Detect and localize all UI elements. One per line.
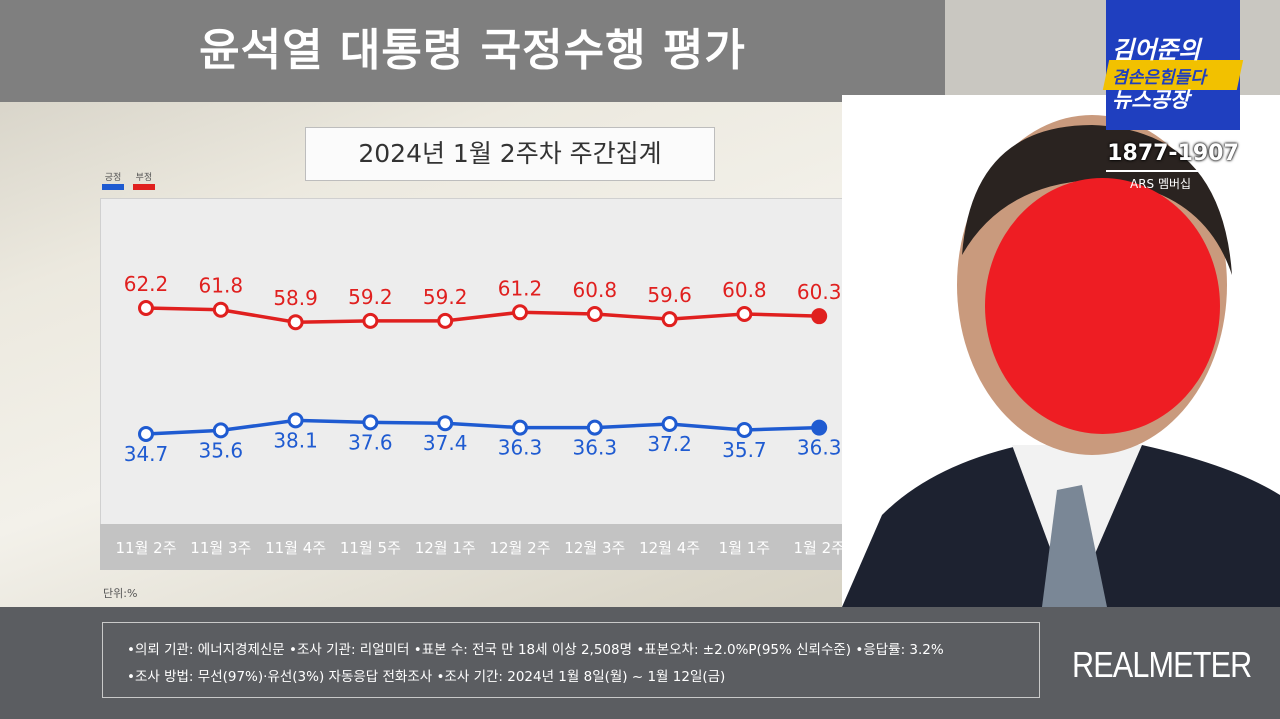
legend-label-negative: 부정 bbox=[135, 173, 153, 183]
data-label: 60.3 bbox=[797, 280, 842, 304]
x-tick-label: 11월 4주 bbox=[265, 539, 326, 557]
legend: 긍정 부정 bbox=[102, 170, 161, 190]
data-point bbox=[736, 422, 753, 438]
data-point bbox=[512, 419, 528, 436]
data-label: 59.6 bbox=[647, 283, 692, 307]
x-tick-label: 12월 2주 bbox=[490, 539, 551, 557]
data-point bbox=[287, 314, 304, 331]
data-label: 60.8 bbox=[722, 278, 767, 302]
data-point bbox=[212, 301, 229, 318]
data-label: 37.2 bbox=[647, 432, 692, 456]
data-point bbox=[138, 426, 154, 442]
series-line-negative bbox=[145, 306, 820, 324]
notes-line1: •의뢰 기관: 에너지경제신문 •조사 기관: 리얼미터 •표본 수: 전국 만… bbox=[127, 642, 944, 658]
data-point bbox=[811, 419, 828, 436]
logo-line3: 뉴스공장 bbox=[1112, 88, 1190, 112]
data-label: 35.7 bbox=[722, 438, 767, 462]
footer bbox=[0, 607, 1280, 719]
x-tick-label: 11월 3주 bbox=[190, 539, 251, 557]
data-label: 36.3 bbox=[498, 436, 543, 460]
data-label: 61.2 bbox=[498, 276, 543, 300]
face-mask bbox=[985, 178, 1220, 434]
survey-notes: •의뢰 기관: 에너지경제신문 •조사 기관: 리얼미터 •표본 수: 전국 만… bbox=[102, 622, 1040, 698]
data-point bbox=[362, 414, 379, 431]
legend-swatch-positive bbox=[102, 184, 124, 190]
x-axis-band bbox=[100, 524, 942, 570]
legend-item-negative: 부정 bbox=[132, 170, 155, 190]
data-label: 58.9 bbox=[273, 286, 318, 310]
data-label: 36.3 bbox=[573, 436, 618, 460]
legend-item-positive: 긍정 bbox=[102, 170, 124, 190]
legend-label-positive: 긍정 bbox=[104, 173, 122, 183]
data-label: 59.2 bbox=[348, 285, 393, 309]
series-line-positive bbox=[145, 418, 820, 436]
notes-line2: •조사 방법: 무선(97%)·유선(3%) 자동응답 전화조사 •조사 기간:… bbox=[127, 669, 726, 685]
data-label: 62.2 bbox=[124, 272, 169, 296]
data-point bbox=[586, 306, 603, 323]
title-bar: 윤석열 대통령 국정수행 평가 bbox=[0, 0, 945, 102]
legend-swatch-negative bbox=[132, 184, 155, 190]
data-label: 37.4 bbox=[423, 431, 468, 455]
data-point bbox=[138, 300, 154, 316]
x-tick-label: 11월 2주 bbox=[116, 539, 177, 557]
data-label: 60.8 bbox=[573, 278, 618, 302]
data-point bbox=[512, 304, 528, 321]
data-point bbox=[586, 419, 603, 436]
data-point bbox=[437, 312, 454, 329]
ars-label: ARS 멤버십 bbox=[1130, 177, 1192, 191]
data-point bbox=[287, 412, 304, 429]
data-point bbox=[661, 416, 678, 432]
x-tick-label: 12월 4주 bbox=[639, 539, 700, 557]
data-label: 35.6 bbox=[199, 438, 244, 462]
data-label: 59.2 bbox=[423, 285, 468, 309]
chart-subtitle: 2024년 1월 2주차 주간집계 bbox=[305, 127, 715, 181]
data-point bbox=[736, 306, 753, 323]
data-point bbox=[661, 311, 678, 328]
brand-logo: REALMETER bbox=[1072, 644, 1252, 685]
data-point bbox=[437, 415, 454, 432]
x-tick-label: 12월 3주 bbox=[564, 539, 625, 557]
data-label: 38.1 bbox=[273, 428, 318, 452]
x-tick-label: 12월 1주 bbox=[415, 539, 476, 557]
data-point bbox=[811, 308, 828, 325]
x-tick-label: 11월 5주 bbox=[340, 539, 401, 557]
x-tick-label: 1월 2주 bbox=[793, 539, 844, 557]
data-label: 34.7 bbox=[124, 442, 169, 466]
phone-number: 1877-1907 bbox=[1106, 138, 1240, 172]
data-point bbox=[212, 422, 229, 439]
show-logo: 김어준의 겸손은힘들다 뉴스공장 bbox=[1102, 0, 1244, 130]
x-tick-label: 1월 1주 bbox=[719, 539, 770, 557]
logo-line1: 김어준의 bbox=[1112, 36, 1201, 64]
data-label: 36.3 bbox=[797, 436, 842, 460]
data-point bbox=[362, 312, 379, 329]
unit-label: 단위:% bbox=[103, 587, 138, 600]
data-label: 37.6 bbox=[348, 430, 393, 454]
data-label: 61.8 bbox=[199, 274, 244, 298]
page-title: 윤석열 대통령 국정수행 평가 bbox=[199, 25, 746, 76]
logo-line2: 겸손은힘들다 bbox=[1112, 68, 1206, 88]
